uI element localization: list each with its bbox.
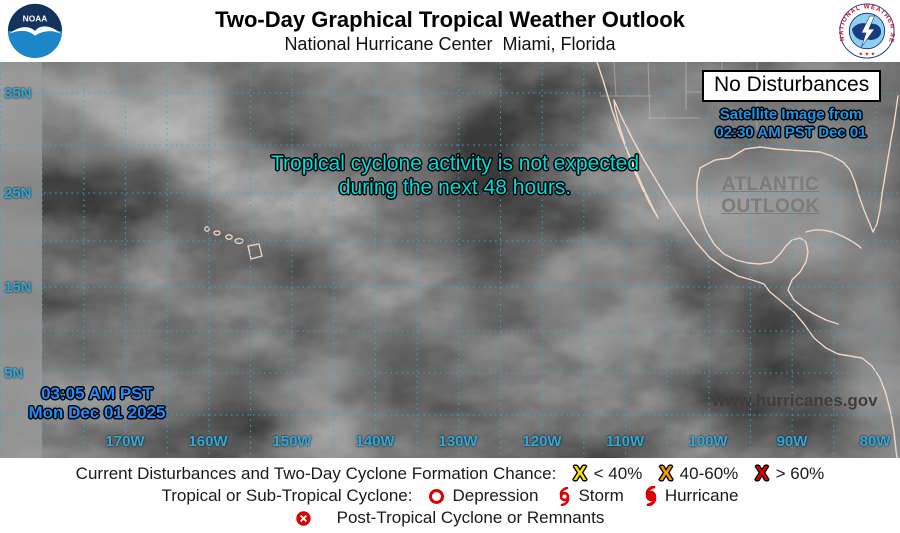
atlantic-outlook-link[interactable]: ATLANTIC OUTLOOK — [698, 174, 843, 218]
lat-label-15n: 15N — [4, 279, 32, 296]
issued-time: 03:05 AM PST — [41, 384, 153, 403]
outlook-message-line2: during the next 48 hours. — [338, 176, 572, 199]
map-canvas[interactable]: No Disturbances Satellite Image from 02:… — [0, 62, 900, 458]
legend-row-post-tropical: Post-Tropical Cyclone or Remnants — [295, 507, 605, 529]
legend-chance-label: Current Disturbances and Two-Day Cyclone… — [75, 464, 557, 483]
hurricane-icon — [645, 486, 657, 506]
x-orange-icon: X — [659, 463, 673, 485]
website-watermark: www.hurricanes.gov — [712, 391, 878, 410]
hurricane-label: Hurricane — [664, 486, 739, 505]
page-title: Two-Day Graphical Tropical Weather Outlo… — [215, 7, 685, 32]
depression-icon — [429, 488, 445, 504]
storm-icon — [560, 486, 570, 506]
outlook-message-line1: Tropical cyclone activity is not expecte… — [270, 152, 640, 175]
header: NOAA Two-Day Graphical Tropical Weather … — [0, 0, 900, 62]
chance-medium-label: 40-60% — [679, 464, 739, 483]
svg-text:★ ★ ★: ★ ★ ★ — [859, 51, 876, 57]
depression-label: Depression — [452, 486, 539, 505]
legend: Current Disturbances and Two-Day Cyclone… — [0, 458, 900, 533]
lon-label-90w: 90W — [776, 433, 808, 450]
lat-label-25n: 25N — [4, 185, 32, 202]
lat-label-35n: 35N — [4, 85, 32, 102]
issued-timestamp: 03:05 AM PST Mon Dec 01 2025 — [22, 384, 172, 422]
post-tropical-label: Post-Tropical Cyclone or Remnants — [336, 508, 605, 527]
atlantic-outlook-line2: OUTLOOK — [721, 196, 820, 217]
legend-row-chances: Current Disturbances and Two-Day Cyclone… — [76, 463, 825, 485]
x-yellow-icon: X — [573, 463, 587, 485]
cyclone-item-depression: Depression — [429, 486, 538, 506]
page-subtitle: National Hurricane Center Miami, Florida — [284, 34, 616, 54]
chance-item-high: X > 60% — [755, 464, 824, 484]
satellite-caption-line1: Satellite Image from — [719, 106, 863, 123]
cyclone-item-hurricane: Hurricane — [641, 486, 739, 506]
chance-high-label: > 60% — [775, 464, 825, 483]
lon-label-140w: 140W — [355, 433, 395, 450]
atlantic-outlook-line1: ATLANTIC — [721, 174, 820, 195]
lon-label-170w: 170W — [105, 433, 145, 450]
satellite-caption: Satellite Image from 02:30 AM PST Dec 01 — [688, 106, 894, 142]
lon-label-120w: 120W — [522, 433, 562, 450]
lon-label-110w: 110W — [605, 433, 645, 450]
longitude-gridlines — [0, 62, 900, 458]
nws-logo-icon[interactable]: NATIONAL WEATHER SERVICE ★ ★ ★ — [836, 0, 895, 59]
satellite-image — [0, 62, 900, 458]
latitude-gridlines — [0, 92, 900, 416]
storm-label: Storm — [578, 486, 624, 505]
lon-label-150w: 150W — [272, 433, 312, 450]
issued-date: Mon Dec 01 2025 — [28, 403, 166, 422]
lon-label-100w: 100W — [688, 433, 728, 450]
satellite-caption-line2: 02:30 AM PST Dec 01 — [715, 124, 867, 141]
lon-label-160w: 160W — [188, 433, 228, 450]
chance-low-label: < 40% — [593, 464, 643, 483]
svg-text:NOAA: NOAA — [23, 14, 48, 24]
lat-label-5n: 5N — [4, 365, 24, 382]
post-tropical-icon — [295, 510, 311, 526]
chance-item-medium: X 40-60% — [659, 464, 738, 484]
lon-label-130w: 130W — [438, 433, 478, 450]
legend-row-cyclone-types: Tropical or Sub-Tropical Cyclone: Depres… — [161, 485, 739, 507]
x-red-icon: X — [755, 463, 769, 485]
lon-label-80w: 80W — [859, 433, 891, 450]
no-disturbances-badge: No Disturbances — [702, 70, 882, 102]
noaa-logo-icon[interactable]: NOAA — [7, 3, 63, 59]
outlook-message: Tropical cyclone activity is not expecte… — [0, 152, 900, 200]
legend-cyclone-label: Tropical or Sub-Tropical Cyclone: — [161, 486, 413, 505]
cyclone-item-storm: Storm — [555, 486, 624, 506]
chance-item-low: X < 40% — [573, 464, 642, 484]
